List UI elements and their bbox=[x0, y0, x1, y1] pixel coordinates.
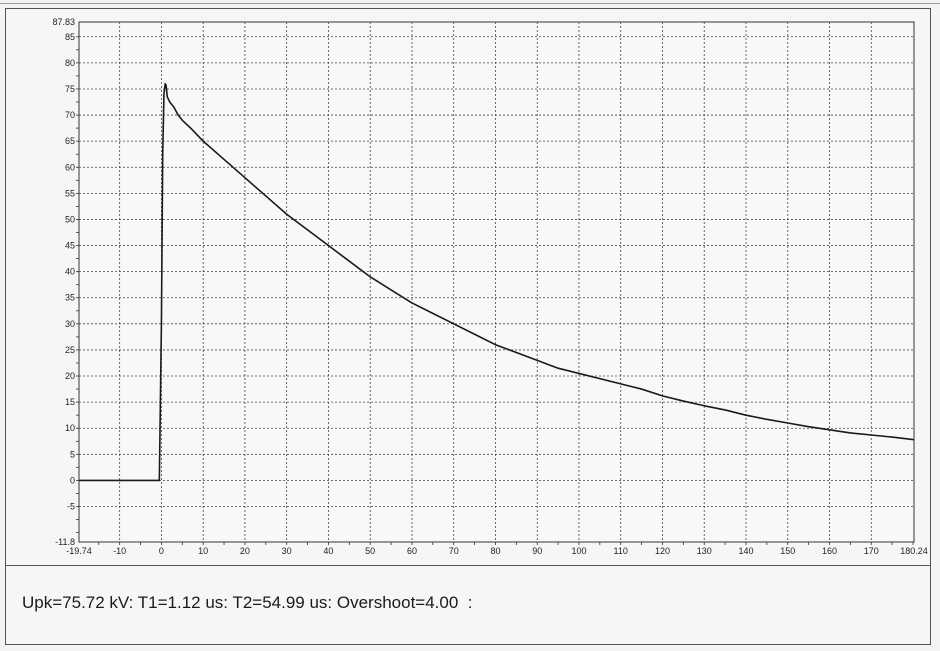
y-tick-label: 15 bbox=[65, 397, 75, 407]
y-tick-label: 75 bbox=[65, 84, 75, 94]
y-tick-label: 5 bbox=[70, 449, 75, 459]
x-tick-label: 70 bbox=[449, 546, 459, 556]
x-tick-label: 140 bbox=[738, 546, 753, 556]
x-tick-label: -19.74 bbox=[66, 546, 92, 556]
x-tick-label: 80 bbox=[490, 546, 500, 556]
y-tick-label: 87.83 bbox=[52, 17, 75, 27]
y-tick-label: 65 bbox=[65, 136, 75, 146]
y-tick-label: 0 bbox=[70, 475, 75, 485]
y-tick-label: 10 bbox=[65, 423, 75, 433]
y-tick-label: 80 bbox=[65, 58, 75, 68]
y-tick-label: -5 bbox=[67, 502, 75, 512]
x-tick-label: 90 bbox=[532, 546, 542, 556]
plot-area: -19.74 -10 0 10 20 30 40 50 60 70 80 90 100 110 120 130… bbox=[6, 9, 930, 566]
y-tick-label: 25 bbox=[65, 345, 75, 355]
y-tick-label: 35 bbox=[65, 293, 75, 303]
y-tick-label: 20 bbox=[65, 371, 75, 381]
waveform-line bbox=[79, 82, 915, 482]
y-tick-label: 55 bbox=[65, 188, 75, 198]
y-tick-label: 60 bbox=[65, 162, 75, 172]
y-tick-label: 70 bbox=[65, 110, 75, 120]
x-tick-label: 10 bbox=[198, 546, 208, 556]
y-tick-label: -11.8 bbox=[55, 537, 75, 547]
x-tick-label: 160 bbox=[822, 546, 837, 556]
waveform-panel: -19.74 -10 0 10 20 30 40 50 60 70 80 90 100 110 120 130… bbox=[5, 8, 931, 645]
y-tick-label: 45 bbox=[65, 241, 75, 251]
x-tick-label: 60 bbox=[407, 546, 417, 556]
y-tick-label: 30 bbox=[65, 319, 75, 329]
x-tick-label: 20 bbox=[240, 546, 250, 556]
y-tick-label: 50 bbox=[65, 214, 75, 224]
x-tick-label: 110 bbox=[614, 546, 628, 556]
y-tick-label: 40 bbox=[65, 267, 75, 277]
x-tick-label: 30 bbox=[282, 546, 292, 556]
x-tick-label: 170 bbox=[864, 546, 879, 556]
top-divider bbox=[0, 3, 940, 4]
y-tick-label: 85 bbox=[65, 32, 75, 42]
x-tick-label: 50 bbox=[365, 546, 375, 556]
x-tick-label: 100 bbox=[571, 546, 586, 556]
x-tick-label: 40 bbox=[323, 546, 333, 556]
x-tick-label: 130 bbox=[697, 546, 712, 556]
x-tick-label: 180.24 bbox=[900, 546, 928, 556]
measurement-readout: Upk=75.72 kV: T1=1.12 us: T2=54.99 us: O… bbox=[22, 593, 473, 612]
x-tick-label: 150 bbox=[780, 546, 795, 556]
plot-background bbox=[78, 21, 915, 543]
x-tick-label: -10 bbox=[113, 546, 126, 556]
x-tick-label: 0 bbox=[159, 546, 164, 556]
x-tick-label: 120 bbox=[655, 546, 670, 556]
waveform-chart: -19.74 -10 0 10 20 30 40 50 60 70 80 90 100 110 120 130… bbox=[52, 17, 928, 556]
